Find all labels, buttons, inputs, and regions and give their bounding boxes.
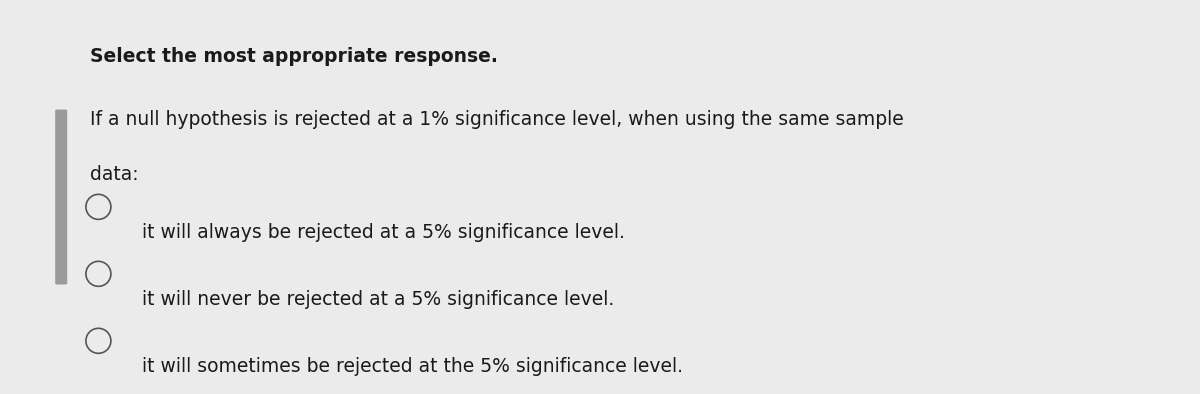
Text: it will sometimes be rejected at the 5% significance level.: it will sometimes be rejected at the 5% …: [142, 357, 683, 375]
Text: Select the most appropriate response.: Select the most appropriate response.: [90, 47, 498, 66]
Text: it will never be rejected at a 5% significance level.: it will never be rejected at a 5% signif…: [142, 290, 614, 309]
Text: data:: data:: [90, 165, 139, 184]
Text: it will always be rejected at a 5% significance level.: it will always be rejected at a 5% signi…: [142, 223, 624, 242]
Text: If a null hypothesis is rejected at a 1% significance level, when using the same: If a null hypothesis is rejected at a 1%…: [90, 110, 904, 129]
FancyBboxPatch shape: [55, 110, 67, 284]
